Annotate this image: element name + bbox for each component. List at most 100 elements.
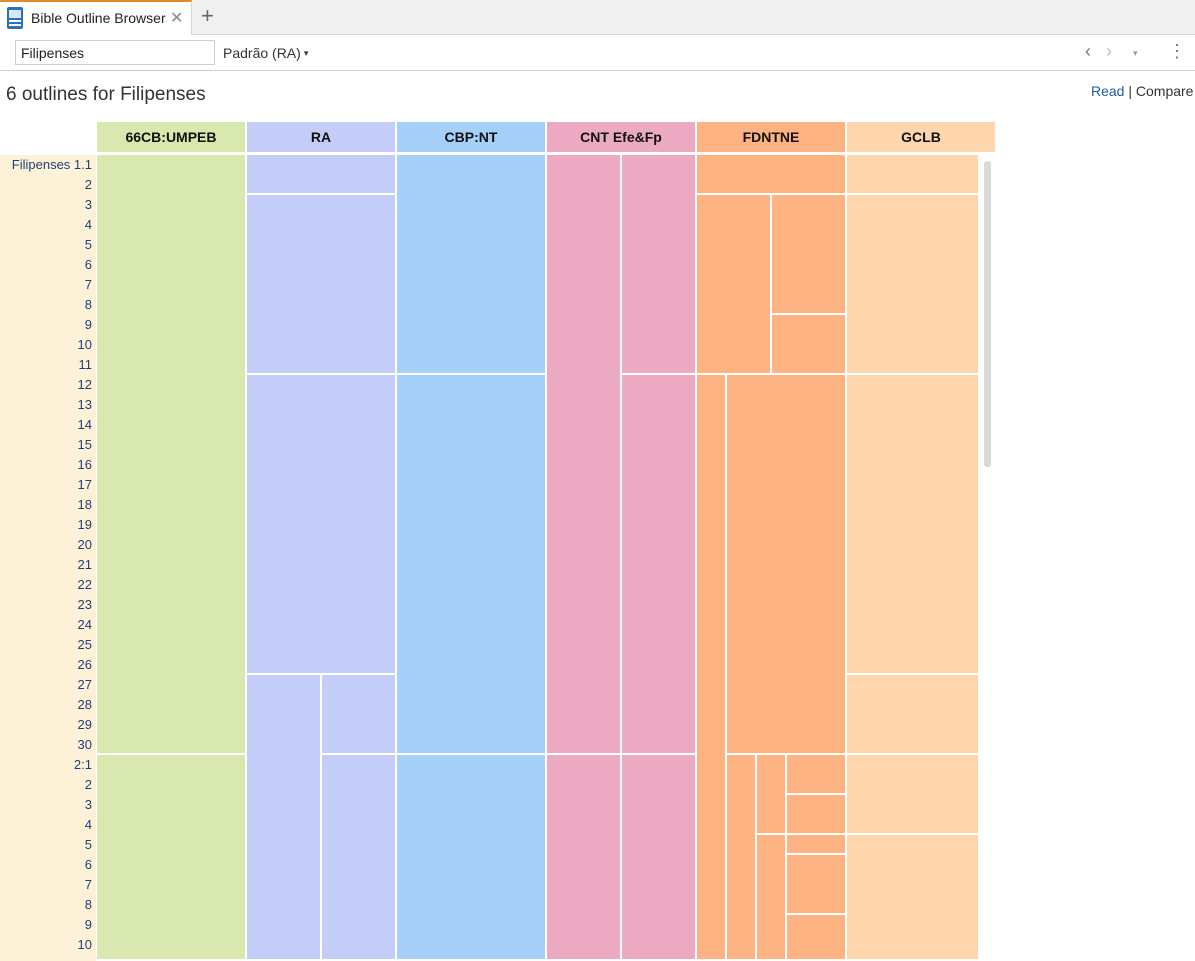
outline-section-block[interactable] <box>622 155 697 375</box>
link-separator: | <box>1124 83 1136 99</box>
verse-label[interactable]: 2:1 <box>73 757 92 772</box>
verse-label[interactable]: 9 <box>84 917 92 932</box>
verse-label[interactable]: 6 <box>84 857 92 872</box>
verse-label[interactable]: 7 <box>84 877 92 892</box>
verse-label[interactable]: 17 <box>77 477 92 492</box>
column-header-gclb[interactable]: GCLB <box>847 122 995 152</box>
outline-section-block[interactable] <box>757 835 787 961</box>
outline-section-block[interactable] <box>622 755 697 961</box>
verse-label[interactable]: 22 <box>77 577 92 592</box>
outline-section-block[interactable] <box>772 195 847 315</box>
verse-label[interactable]: 28 <box>77 697 92 712</box>
outline-section-block[interactable] <box>322 755 397 961</box>
outline-section-block[interactable] <box>622 375 697 755</box>
outline-section-block[interactable] <box>787 835 847 855</box>
outline-section-block[interactable] <box>247 375 397 675</box>
column-header-cbp[interactable]: CBP:NT <box>397 122 545 152</box>
outline-section-block[interactable] <box>247 195 397 375</box>
column-header-fdntne[interactable]: FDNTNE <box>697 122 845 152</box>
verse-label[interactable]: 7 <box>84 277 92 292</box>
outline-section-block[interactable] <box>697 155 847 195</box>
book-icon <box>7 7 23 29</box>
verse-label[interactable]: 16 <box>77 457 92 472</box>
scrollbar[interactable] <box>984 161 991 467</box>
verse-label[interactable]: Filipenses 1.1 <box>11 157 92 172</box>
verse-label[interactable]: 5 <box>84 837 92 852</box>
verse-label[interactable]: 3 <box>84 797 92 812</box>
outline-section-block[interactable] <box>772 315 847 375</box>
compare-link[interactable]: Compare <box>1135 83 1194 99</box>
outline-section-block[interactable] <box>97 155 247 755</box>
outline-section-block[interactable] <box>397 375 547 755</box>
verse-label[interactable]: 20 <box>77 537 92 552</box>
more-options-icon[interactable]: ⋮ <box>1168 41 1186 61</box>
outline-section-block[interactable] <box>787 795 847 835</box>
outline-section-block[interactable] <box>787 755 847 795</box>
verse-label[interactable]: 6 <box>84 257 92 272</box>
outline-section-block[interactable] <box>847 835 980 961</box>
verse-label[interactable]: 19 <box>77 517 92 532</box>
outline-section-block[interactable] <box>697 195 772 375</box>
verse-label[interactable]: 12 <box>77 377 92 392</box>
verse-label[interactable]: 9 <box>84 317 92 332</box>
verse-label[interactable]: 14 <box>77 417 92 432</box>
outline-section-block[interactable] <box>847 375 980 675</box>
outline-section-block[interactable] <box>97 755 247 961</box>
outline-section-block[interactable] <box>847 155 980 195</box>
forward-icon[interactable]: › <box>1106 41 1112 61</box>
verse-label[interactable]: 10 <box>77 337 92 352</box>
verse-label[interactable]: 26 <box>77 657 92 672</box>
verse-label[interactable]: 25 <box>77 637 92 652</box>
outline-section-block[interactable] <box>547 755 622 961</box>
back-icon[interactable]: ‹ <box>1085 41 1091 61</box>
outline-section-block[interactable] <box>787 855 847 915</box>
outline-section-block[interactable] <box>727 375 847 755</box>
verse-label[interactable]: 8 <box>84 297 92 312</box>
outline-section-block[interactable] <box>697 375 727 961</box>
outline-section-block[interactable] <box>247 675 322 961</box>
history-dropdown-icon[interactable]: ▾ <box>1133 48 1138 58</box>
read-link[interactable]: Read <box>1091 83 1125 99</box>
verse-label[interactable]: 8 <box>84 897 92 912</box>
toolbar: Padrão (RA)▾ ‹ › ▾ ⋮ <box>0 35 1195 71</box>
outline-section-block[interactable] <box>397 155 547 375</box>
verse-label[interactable]: 13 <box>77 397 92 412</box>
outline-section-block[interactable] <box>847 675 980 755</box>
verse-label[interactable]: 30 <box>77 737 92 752</box>
outline-section-block[interactable] <box>847 195 980 375</box>
verse-label[interactable]: 4 <box>84 817 92 832</box>
verse-label[interactable]: 11 <box>78 357 93 372</box>
verse-label[interactable]: 27 <box>77 677 92 692</box>
verse-label[interactable]: 29 <box>77 717 92 732</box>
close-icon[interactable]: ✕ <box>170 10 184 27</box>
outline-section-block[interactable] <box>847 755 980 835</box>
outline-section-block[interactable] <box>547 155 622 755</box>
verse-label[interactable]: 2 <box>84 777 92 792</box>
version-dropdown[interactable]: Padrão (RA) ▾ <box>223 45 308 61</box>
outline-section-block[interactable] <box>757 755 787 835</box>
version-label: Padrão (RA) <box>223 45 301 61</box>
column-header-cnt[interactable]: CNT Efe&Fp <box>547 122 695 152</box>
verse-label[interactable]: 2 <box>84 177 92 192</box>
tab-bible-outline-browser[interactable]: Bible Outline Browser ✕ <box>0 0 192 35</box>
verse-label[interactable]: 23 <box>77 597 92 612</box>
verse-label[interactable]: 24 <box>77 617 92 632</box>
verse-label[interactable]: 3 <box>84 197 92 212</box>
verse-label[interactable]: 15 <box>77 437 92 452</box>
plus-icon[interactable]: + <box>201 3 214 28</box>
outline-section-block[interactable] <box>397 755 547 961</box>
view-links: Read | Compare <box>1091 83 1193 99</box>
verse-label[interactable]: 10 <box>77 937 92 952</box>
verse-label[interactable]: 18 <box>77 497 92 512</box>
chevron-down-icon: ▾ <box>303 48 309 58</box>
search-input[interactable] <box>15 40 215 65</box>
outline-section-block[interactable] <box>247 155 397 195</box>
outline-section-block[interactable] <box>322 675 397 755</box>
verse-label[interactable]: 21 <box>77 557 92 572</box>
outline-section-block[interactable] <box>787 915 847 961</box>
outline-section-block[interactable] <box>727 755 757 961</box>
column-header-ra[interactable]: RA <box>247 122 395 152</box>
column-header-66cb[interactable]: 66CB:UMPEB <box>97 122 245 152</box>
verse-label[interactable]: 5 <box>84 237 92 252</box>
verse-label[interactable]: 4 <box>84 217 92 232</box>
